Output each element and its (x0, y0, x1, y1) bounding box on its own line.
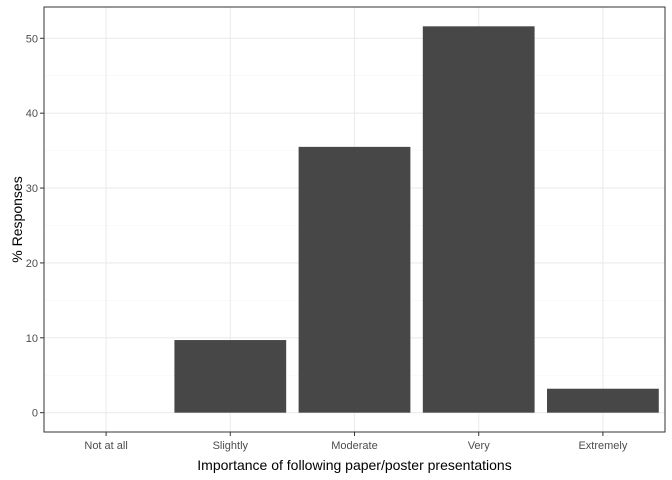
x-tick-label: Moderate (331, 440, 377, 452)
y-tick-label: 20 (26, 258, 38, 270)
x-tick-label: Very (468, 440, 491, 452)
bars (174, 26, 659, 413)
x-axis: Not at all Slightly Moderate Very Extremely (84, 432, 628, 452)
y-tick-label: 10 (26, 333, 38, 345)
y-tick-label: 0 (32, 408, 38, 420)
x-tick-label: Not at all (84, 440, 127, 452)
y-axis-title: % Responses (9, 176, 25, 262)
y-tick-label: 40 (26, 108, 38, 120)
bar-very (422, 26, 535, 413)
x-axis-title: Importance of following paper/poster pre… (197, 457, 511, 473)
bar-extremely (547, 388, 659, 413)
y-tick-label: 50 (26, 33, 38, 45)
x-tick-label: Extremely (578, 440, 627, 452)
y-axis: 0 10 20 30 40 50 (26, 33, 44, 420)
bar-slightly (174, 340, 287, 413)
bar-moderate (298, 146, 411, 413)
x-tick-label: Slightly (213, 440, 249, 452)
y-tick-label: 30 (26, 183, 38, 195)
